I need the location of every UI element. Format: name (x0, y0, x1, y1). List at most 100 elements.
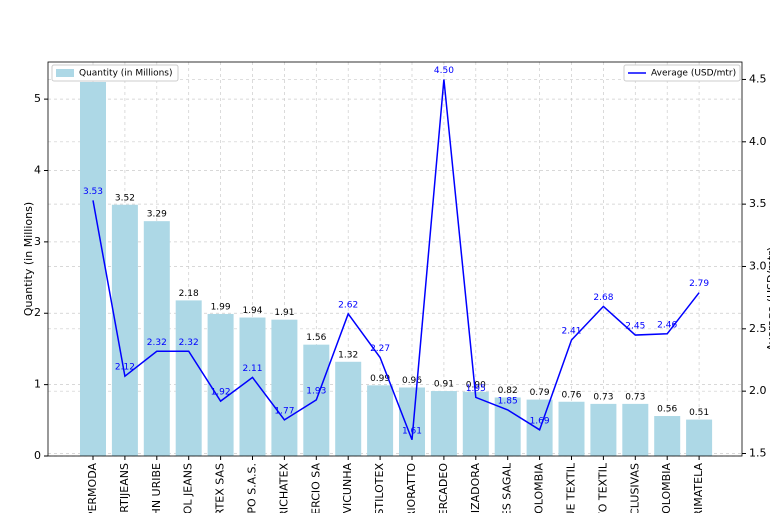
bar-value-label: 0.73 (593, 392, 613, 402)
bar (686, 419, 713, 456)
line-value-label: 4.50 (434, 66, 454, 76)
line-value-label: 1.93 (306, 386, 326, 396)
bar-value-label: 0.51 (689, 408, 709, 418)
bar (622, 403, 649, 456)
line-value-label: 2.41 (561, 327, 581, 337)
bar (271, 319, 298, 456)
line-value-label: 2.68 (593, 293, 613, 303)
y2-tick-label: 2.5 (749, 322, 767, 335)
bar-value-label: 0.96 (402, 376, 422, 386)
bar-value-label: 2.18 (179, 289, 199, 299)
bar-value-label: 0.56 (657, 405, 677, 415)
x-tick-label: UE TEXTIL (565, 462, 578, 513)
line (92, 79, 700, 441)
line-value-label: 1.95 (466, 384, 486, 394)
line-value-label: 1.77 (274, 406, 294, 416)
x-tick-label: POL JEANS (182, 463, 195, 513)
y-tick-label: 5 (34, 92, 41, 105)
y-tick-label: 4 (34, 163, 41, 176)
x-tick-label: LIZADORA (469, 463, 482, 513)
bar-value-label: 0.76 (561, 390, 581, 400)
bar-value-label: 0.73 (625, 392, 645, 402)
bar (430, 391, 457, 456)
bar-value-label: 1.94 (242, 306, 262, 316)
line-value-label: 2.46 (657, 320, 677, 330)
bar (80, 81, 106, 456)
bar-value-label: 0.79 (530, 388, 550, 398)
x-tick-label: RIMATELA (692, 463, 705, 513)
y2-tick-label: 1.5 (749, 447, 767, 460)
y-tick-label: 1 (34, 378, 41, 391)
x-tick-label: RIORATTO (405, 463, 418, 513)
bar (335, 361, 362, 456)
x-tick-label: VICUNHA (341, 463, 354, 513)
y2-tick-label: 2.0 (749, 384, 767, 397)
line-value-label: 1.61 (402, 426, 422, 436)
legend-label: Average (USD/mtr) (651, 69, 736, 79)
line-value-label: 2.12 (115, 363, 135, 373)
bar (462, 391, 489, 456)
y2-tick-label: 4.5 (749, 72, 767, 85)
bar-value-label: 3.29 (147, 210, 167, 220)
axes-frame (47, 61, 743, 457)
line-value-label: 2.27 (370, 344, 390, 354)
bar-value-label: 0.82 (498, 386, 518, 396)
bar-value-label: 3.52 (115, 193, 135, 203)
y2-tick-label: 3.5 (749, 197, 767, 210)
line-value-label: 1.69 (530, 416, 550, 426)
y-tick-label: 0 (34, 449, 41, 462)
bar (654, 416, 681, 456)
line-value-label: 1.85 (498, 396, 518, 406)
x-tick-label: STILOTEX (373, 463, 386, 513)
x-tick-label: COLOMBIA (533, 463, 546, 513)
y-axis-label: Quantity (in Millions) (22, 202, 35, 316)
bar (175, 300, 202, 456)
legend-label: Quantity (in Millions) (79, 69, 173, 79)
bar (558, 401, 585, 456)
line-value-label: 2.45 (625, 322, 645, 332)
bar-value-label: 0.90 (466, 380, 486, 390)
bar-value-label: 0.91 (434, 380, 454, 390)
legend-box (51, 64, 179, 82)
plot: 5.243.523.292.181.991.941.911.561.320.99… (80, 70, 713, 456)
x-tick-label: TO TEXTIL (596, 462, 609, 513)
y-tick-label: 2 (34, 306, 41, 319)
x-tick-label: RICHATEX (277, 463, 290, 513)
bar (143, 221, 170, 456)
bar (367, 385, 394, 456)
x-tick-label: RTEX SAS (214, 463, 227, 513)
x-tick-label: COLOMBIA (660, 463, 673, 513)
line-value-label: 1.92 (211, 388, 231, 398)
x-tick-label: UPO S.A.S. (246, 463, 259, 513)
x-tick-label: MERCIO SA (309, 463, 322, 513)
x-tick-label: ES SAGAL (501, 462, 514, 513)
y2-tick-label: 3.0 (749, 259, 767, 272)
line-value-label: 3.53 (83, 187, 103, 197)
line-value-label: 2.32 (179, 338, 199, 348)
line-value-label: 2.11 (242, 364, 262, 374)
bar (590, 403, 617, 456)
x-tick-label: HN URIBE (150, 463, 163, 513)
x-tick-label: PERMODA (86, 463, 99, 513)
legend-swatch (56, 69, 74, 77)
line-value-label: 2.79 (689, 279, 709, 289)
y-tick-label: 3 (34, 235, 41, 248)
x-tick-label: URTIJEANS (118, 463, 131, 513)
y2-axis-label: Average (USD/mtr) (765, 247, 770, 351)
x-tick-label: ERCADEO (437, 463, 450, 513)
bar (399, 387, 425, 456)
line-value-label: 2.32 (147, 338, 167, 348)
bar-value-label: 1.32 (338, 350, 358, 360)
x-tick-label: XCLUSIVAS (628, 463, 641, 513)
bar (239, 317, 266, 456)
legend-box (623, 64, 741, 82)
bar-value-label: 1.91 (274, 308, 294, 318)
y2-tick-label: 4.0 (749, 135, 767, 148)
bar-value-label: 1.56 (306, 333, 326, 343)
bar-value-label: 1.99 (211, 302, 231, 312)
bar (207, 313, 234, 456)
bar (111, 204, 138, 456)
line-value-label: 2.62 (338, 300, 358, 310)
bar-value-label: 0.99 (370, 374, 390, 384)
